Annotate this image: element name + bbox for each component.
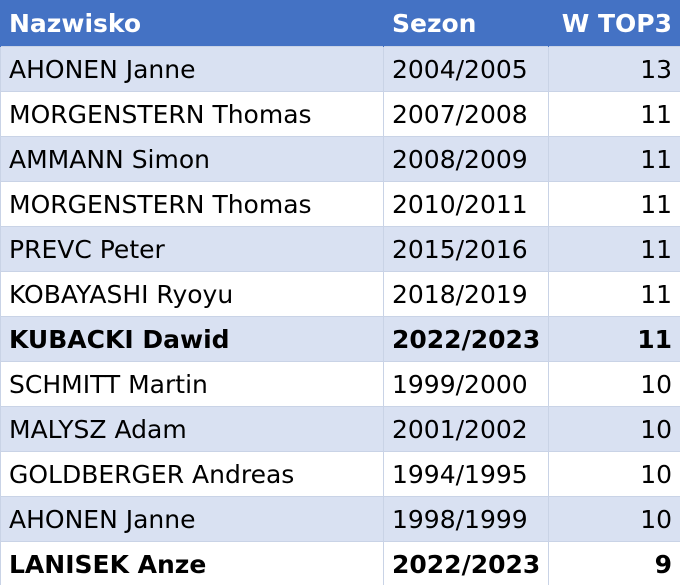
table-cell: AHONEN Janne bbox=[0, 46, 384, 92]
table-cell: 2007/2008 bbox=[383, 91, 549, 137]
table-cell: SCHMITT Martin bbox=[0, 361, 384, 407]
table-row: KUBACKI Dawid 2022/2023 11 bbox=[0, 316, 680, 362]
table-cell: AHONEN Janne bbox=[0, 496, 384, 542]
table-cell: LANISEK Anze bbox=[0, 541, 384, 585]
header-cell: Sezon bbox=[383, 0, 549, 47]
table-cell: 11 bbox=[548, 136, 680, 182]
table-cell: 9 bbox=[548, 541, 680, 585]
table-body: AHONEN Janne 2004/2005 13 MORGENSTERN Thoma… bbox=[0, 46, 680, 585]
table-cell: AMMANN Simon bbox=[0, 136, 384, 182]
table-cell: PREVC Peter bbox=[0, 226, 384, 272]
table-row: KOBAYASHI Ryoyu 2018/2019 11 bbox=[0, 271, 680, 317]
table-cell: KUBACKI Dawid bbox=[0, 316, 384, 362]
table-cell: 2022/2023 bbox=[383, 541, 549, 585]
table-cell: MORGENSTERN Thomas bbox=[0, 181, 384, 227]
table-cell: 13 bbox=[548, 46, 680, 92]
table-cell: 1999/2000 bbox=[383, 361, 549, 407]
table-cell: 10 bbox=[548, 496, 680, 542]
table-header: Nazwisko Sezon W TOP3 bbox=[0, 0, 680, 47]
table-row: LANISEK Anze 2022/2023 9 bbox=[0, 541, 680, 585]
table-cell: 11 bbox=[548, 271, 680, 317]
table-cell: 1994/1995 bbox=[383, 451, 549, 497]
table-cell: 11 bbox=[548, 316, 680, 362]
header-row: Nazwisko Sezon W TOP3 bbox=[0, 0, 680, 47]
table-row: SCHMITT Martin 1999/2000 10 bbox=[0, 361, 680, 407]
table-cell: 11 bbox=[548, 181, 680, 227]
table-cell: 1998/1999 bbox=[383, 496, 549, 542]
table-cell: 10 bbox=[548, 406, 680, 452]
table-row: MORGENSTERN Thomas 2007/2008 11 bbox=[0, 91, 680, 137]
table-cell: 11 bbox=[548, 226, 680, 272]
table-cell: MORGENSTERN Thomas bbox=[0, 91, 384, 137]
table-row: AHONEN Janne 1998/1999 10 bbox=[0, 496, 680, 542]
table-cell: MALYSZ Adam bbox=[0, 406, 384, 452]
table-row: MALYSZ Adam 2001/2002 10 bbox=[0, 406, 680, 452]
table-row: GOLDBERGER Andreas 1994/1995 10 bbox=[0, 451, 680, 497]
table-cell: 2018/2019 bbox=[383, 271, 549, 317]
table-cell: 2008/2009 bbox=[383, 136, 549, 182]
table-cell: 10 bbox=[548, 361, 680, 407]
table-cell: KOBAYASHI Ryoyu bbox=[0, 271, 384, 317]
table-cell: GOLDBERGER Andreas bbox=[0, 451, 384, 497]
table-cell: 2015/2016 bbox=[383, 226, 549, 272]
table-row: PREVC Peter 2015/2016 11 bbox=[0, 226, 680, 272]
table-cell: 2010/2011 bbox=[383, 181, 549, 227]
table-cell: 2004/2005 bbox=[383, 46, 549, 92]
header-cell: Nazwisko bbox=[0, 0, 384, 47]
table-cell: 10 bbox=[548, 451, 680, 497]
table-row: AHONEN Janne 2004/2005 13 bbox=[0, 46, 680, 92]
table-cell: 11 bbox=[548, 91, 680, 137]
header-cell: W TOP3 bbox=[548, 0, 680, 47]
table-row: AMMANN Simon 2008/2009 11 bbox=[0, 136, 680, 182]
table-cell: 2022/2023 bbox=[383, 316, 549, 362]
table-cell: 2001/2002 bbox=[383, 406, 549, 452]
table-row: MORGENSTERN Thomas 2010/2011 11 bbox=[0, 181, 680, 227]
